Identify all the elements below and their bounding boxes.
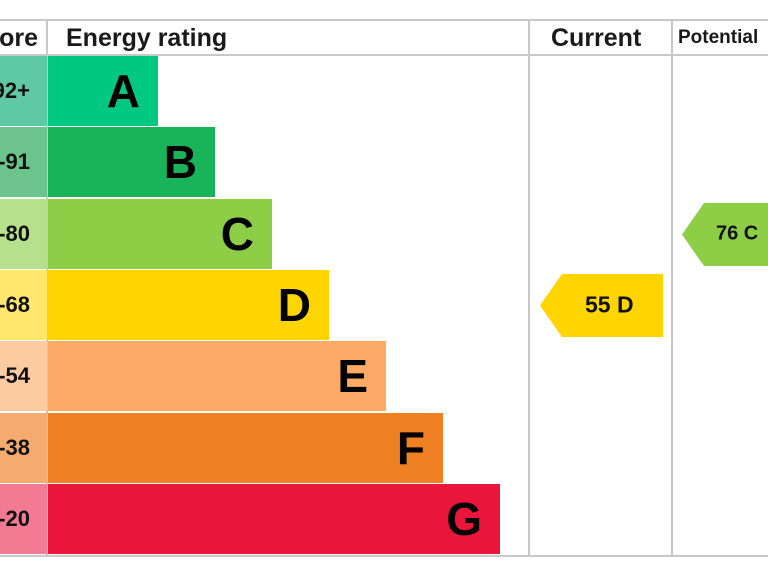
current-arrow-shape (540, 273, 663, 337)
rating-bar-d: D (48, 269, 329, 340)
potential-rating-label: 76 C (716, 222, 759, 245)
rating-letter: B (163, 136, 197, 189)
header-energy-rating: Energy rating (66, 24, 228, 52)
rating-bar-e: E (48, 341, 386, 412)
header-current: Current (551, 24, 642, 52)
rating-bar-b: B (48, 127, 215, 198)
rating-letter: A (106, 65, 140, 117)
score-range-e: 39-54 (0, 341, 47, 412)
header-score: Score (0, 24, 38, 52)
column-divider (528, 19, 530, 557)
score-range-label: 55-68 (0, 291, 30, 317)
score-range-f: 21-38 (0, 412, 47, 483)
rating-letter: E (337, 350, 368, 403)
rating-bar-g: G (48, 483, 500, 554)
column-divider (671, 19, 673, 557)
score-range-label: 21-38 (0, 434, 30, 460)
score-range-g: 1-20 (0, 483, 47, 554)
current-rating-label: 55 D (585, 291, 634, 318)
potential-rating-arrow: 76 C (682, 202, 768, 266)
potential-arrow-shape (682, 202, 768, 266)
rating-bar-a: A (48, 56, 158, 126)
score-range-c: 69-80 (0, 198, 47, 269)
header-potential: Potential (678, 27, 759, 48)
score-range-b: 81-91 (0, 127, 47, 198)
rating-letter: F (396, 421, 425, 474)
rating-letter: G (446, 492, 482, 545)
rating-letter: C (220, 207, 254, 260)
score-range-label: 39-54 (0, 363, 30, 389)
rating-letter: D (277, 278, 311, 331)
column-divider (46, 19, 48, 557)
score-range-label: 69-80 (0, 220, 30, 246)
header-bottom-border (0, 54, 768, 56)
score-range-d: 55-68 (0, 269, 47, 340)
score-range-label: 1-20 (0, 505, 30, 531)
table-bottom-border (0, 555, 768, 557)
score-range-a: 92+ (0, 56, 47, 126)
current-rating-arrow: 55 D (540, 273, 663, 337)
rating-bar-f: F (48, 412, 443, 483)
score-range-label: 81-91 (0, 149, 30, 175)
table-top-border (0, 19, 768, 21)
rating-bar-c: C (48, 198, 272, 269)
score-range-label: 92+ (0, 78, 30, 103)
